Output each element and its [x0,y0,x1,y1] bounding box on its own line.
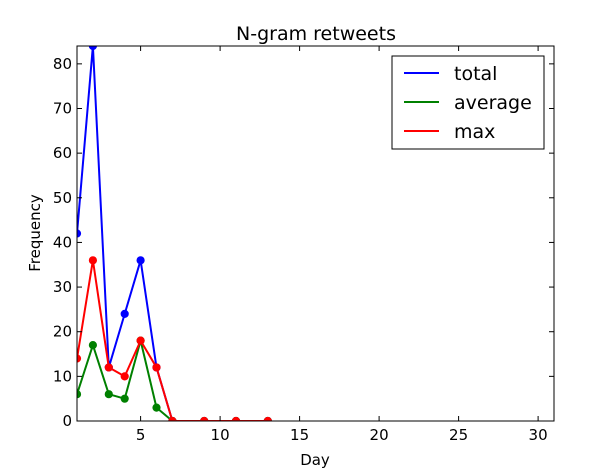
data-point-average [88,341,98,350]
y-tick-label: 80 [53,55,72,73]
data-point-max [88,256,98,265]
x-tick-label: 30 [529,426,548,444]
legend-label-total: total [454,63,497,85]
x-tick-label: 10 [211,426,230,444]
data-point-max [120,372,129,381]
x-tick-label: 25 [449,426,468,444]
legend: total average max [391,55,545,150]
y-axis-label: Frequency [26,194,44,272]
y-tick-label: 10 [53,367,72,385]
data-point-average [120,394,129,403]
y-tick-label: 50 [53,189,72,207]
data-point-average [104,390,113,399]
x-tick-label: 15 [290,426,309,444]
y-tick-label: 70 [53,100,72,118]
legend-label-average: average [454,92,532,114]
y-tick-label: 30 [53,278,72,296]
x-tick-label: 5 [136,426,146,444]
data-point-average [152,403,161,412]
y-tick-label: 60 [53,144,72,162]
series-line-total [77,46,268,421]
data-point-max [152,363,161,372]
y-tick-label: 20 [53,323,72,341]
plot-frame [76,45,555,422]
data-point-max [104,363,113,372]
data-point-total [120,309,129,318]
legend-label-max: max [454,121,495,143]
y-tick-label: 0 [62,412,72,430]
series-line-average [77,339,268,421]
plot-area [77,46,272,421]
data-point-max [136,336,145,345]
series-line-max [77,259,268,421]
x-tick-label: 20 [370,426,389,444]
y-tick-label: 40 [53,233,72,251]
axis-ticks: 5 10 15 20 25 30 0 10 20 30 40 50 60 70 80 [53,46,554,444]
data-point-total [136,256,145,265]
x-axis-label: Day [300,451,330,468]
chart-title: N-gram retweets [236,23,396,45]
